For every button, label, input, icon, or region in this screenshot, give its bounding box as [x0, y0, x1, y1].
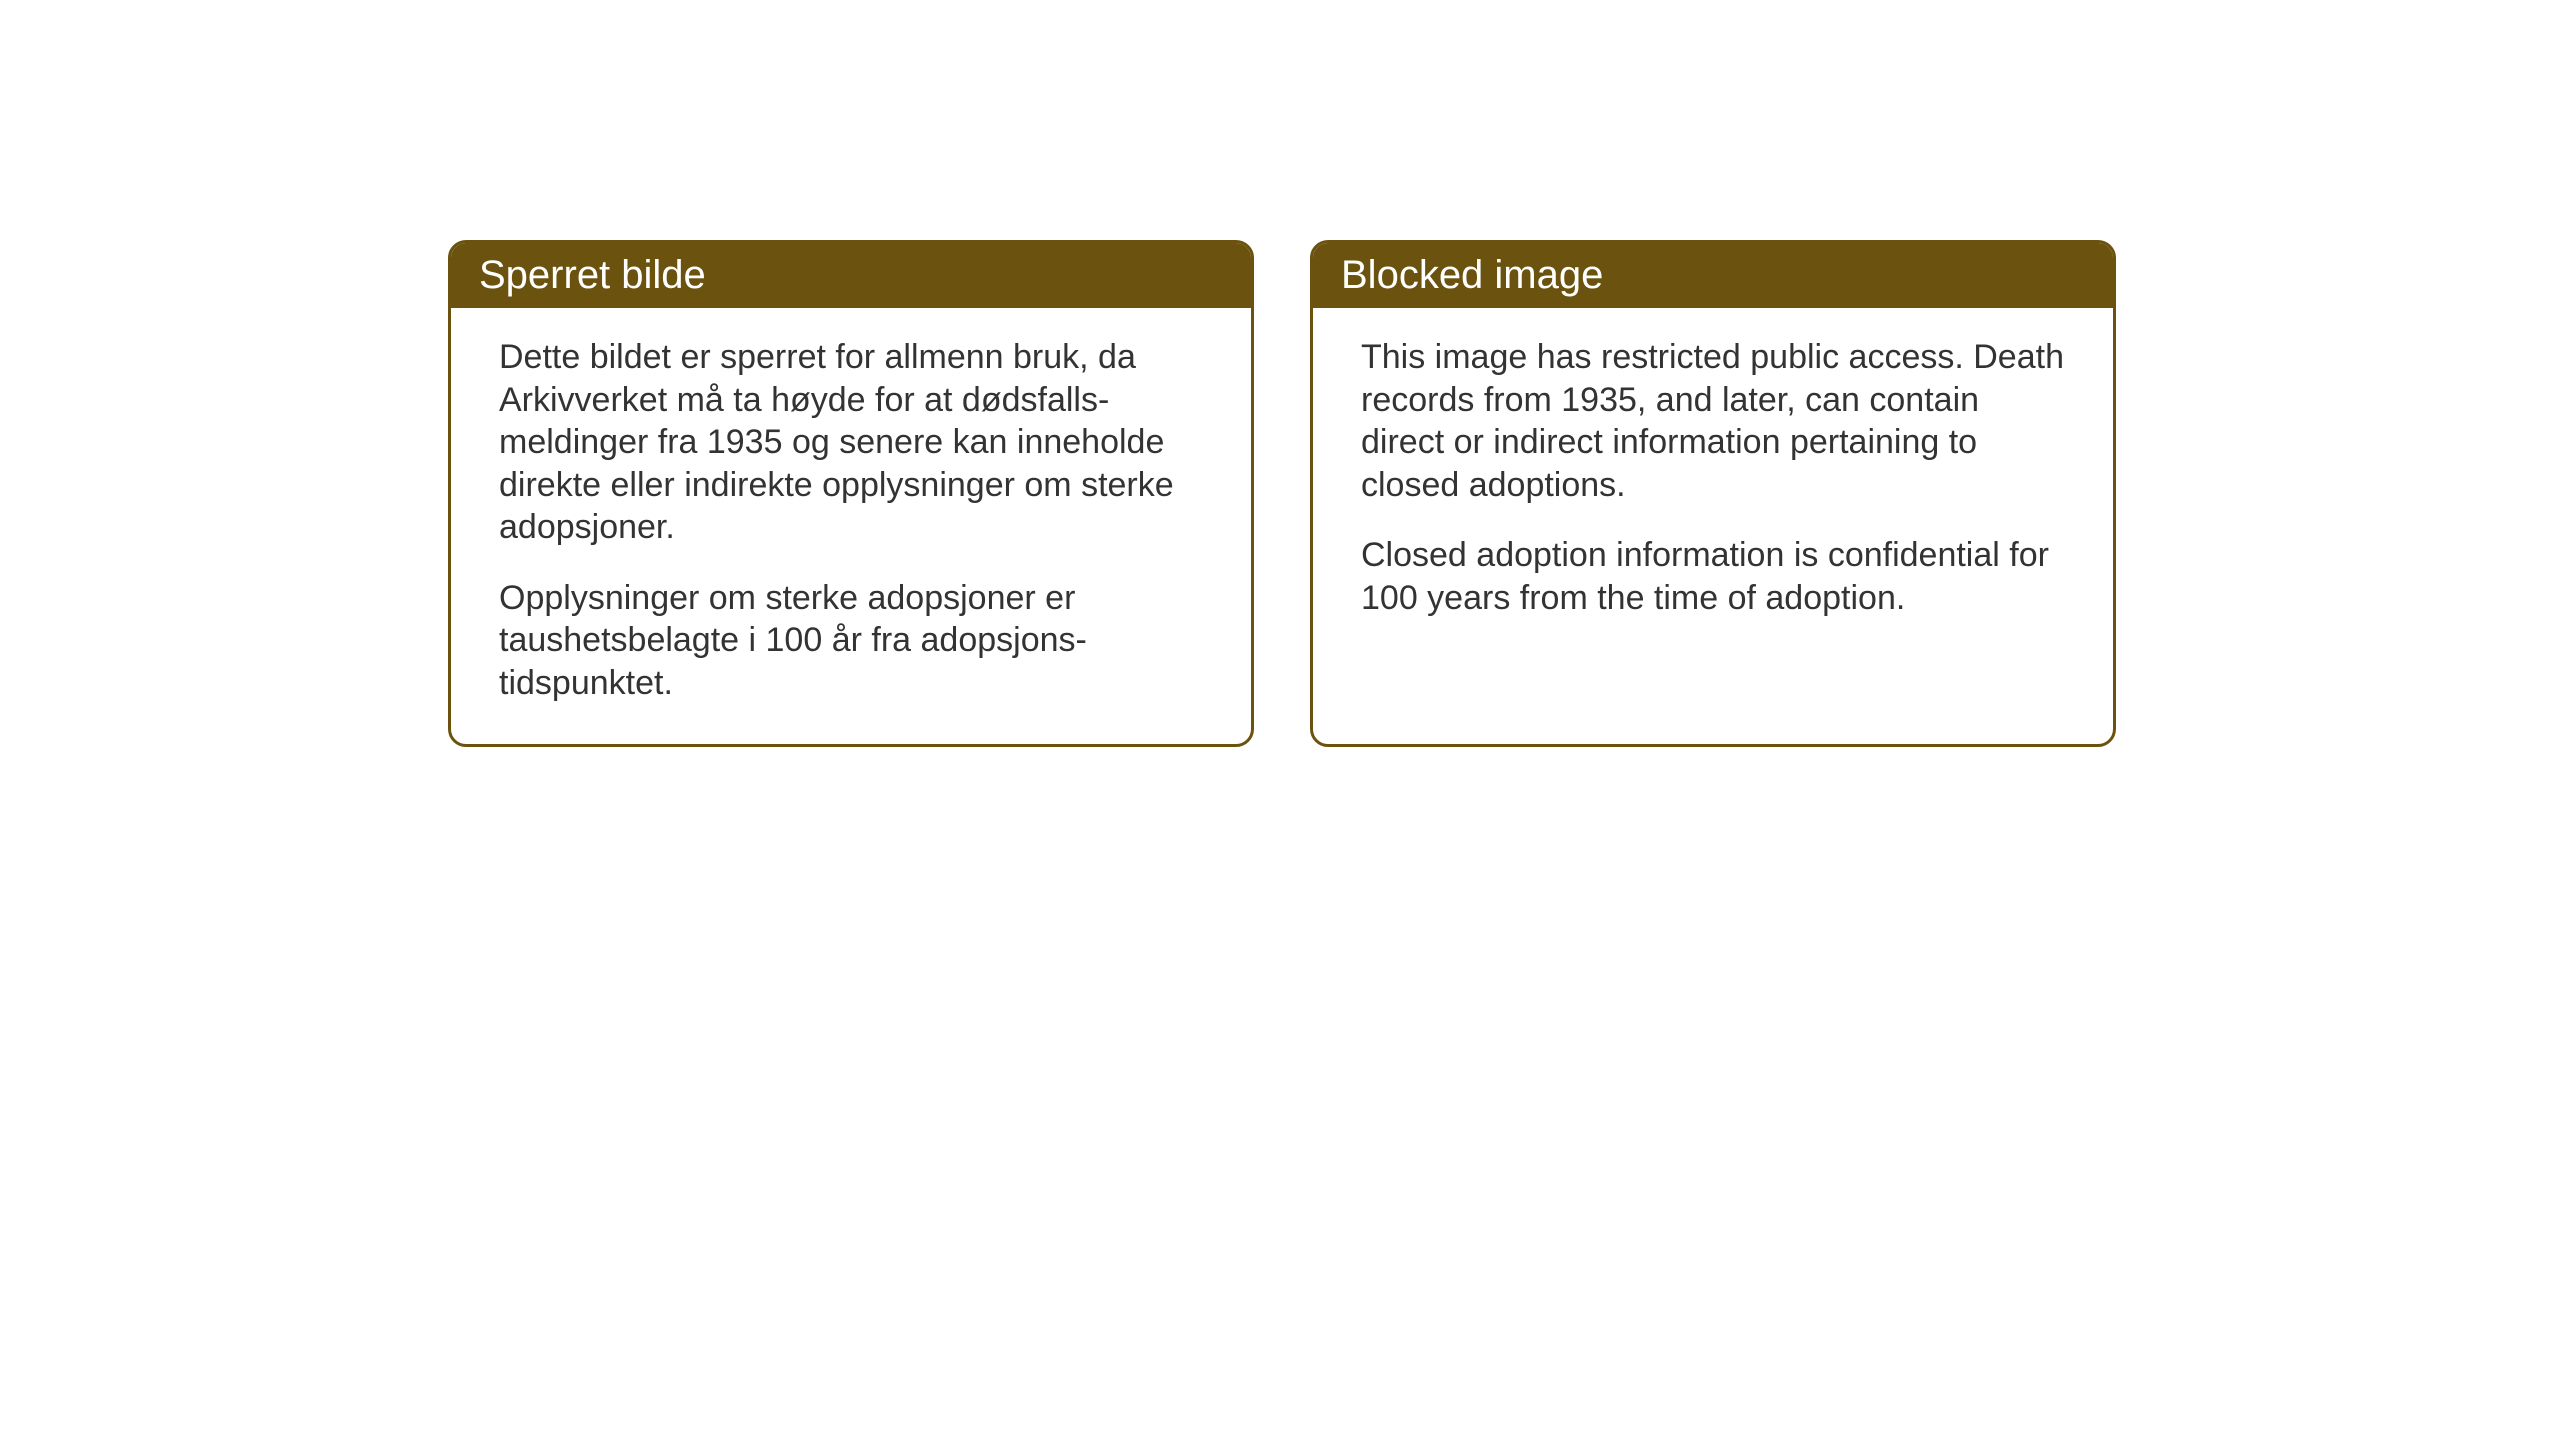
- english-paragraph-2: Closed adoption information is confident…: [1361, 534, 2065, 619]
- notice-container: Sperret bilde Dette bildet er sperret fo…: [448, 240, 2116, 747]
- english-notice-card: Blocked image This image has restricted …: [1310, 240, 2116, 747]
- norwegian-paragraph-1: Dette bildet er sperret for allmenn bruk…: [499, 336, 1203, 549]
- norwegian-card-header: Sperret bilde: [451, 243, 1251, 308]
- english-card-header: Blocked image: [1313, 243, 2113, 308]
- english-card-title: Blocked image: [1341, 253, 1603, 297]
- norwegian-card-body: Dette bildet er sperret for allmenn bruk…: [451, 308, 1251, 744]
- norwegian-notice-card: Sperret bilde Dette bildet er sperret fo…: [448, 240, 1254, 747]
- norwegian-paragraph-2: Opplysninger om sterke adopsjoner er tau…: [499, 577, 1203, 705]
- english-paragraph-1: This image has restricted public access.…: [1361, 336, 2065, 506]
- english-card-body: This image has restricted public access.…: [1313, 308, 2113, 659]
- norwegian-card-title: Sperret bilde: [479, 253, 706, 297]
